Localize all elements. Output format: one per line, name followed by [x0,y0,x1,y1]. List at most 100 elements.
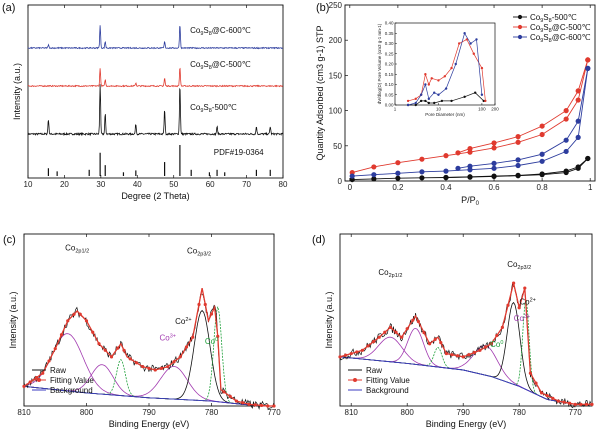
xps-panel-d-fit-line [339,282,592,406]
isotherm-legend-marker [517,14,523,20]
xps-panel-d-x-tick-label: 810 [345,408,359,417]
isotherm-point [467,146,473,152]
xps-panel-c-fit-point [78,312,82,316]
xps-panel-c-fit-point [53,347,57,351]
xps-panel-d-fit-point [472,350,476,355]
xps-panel-d-fit-point [372,339,376,344]
isotherm-point [419,156,425,162]
xps-panel-c-fit-point [272,404,276,408]
xps-panel-d-legend-label: Fitting Value [366,376,410,385]
xps-panel-c-x-tick-label: 810 [17,408,31,417]
isotherm-point [539,158,545,164]
panel-label-b: (b) [316,2,329,14]
xps-panel-c-fit-point [122,348,126,352]
xps-panel-d-fit-point [422,331,426,335]
xps-panel-d-legend-label: Background [366,386,409,395]
inset-point [450,99,453,103]
xps-panel-c: 810 800 790 780 770 Co2p1/2 Co2p3/2 Co2+ Co3+ Co0… [3,233,281,429]
isotherm-point [467,163,473,169]
xps-panel-d: 810 800 790 780 770 Co2p1/2 Co2p3/2 Co2+ Co3+ Co0… [312,233,594,429]
xrd-x-axis-title: Degree (2 Theta) [121,191,189,201]
xps-panel-c-fit-point [97,342,101,346]
xrd-series-line [27,84,284,137]
xps-panel-d-fit-point [556,399,561,403]
xps-panel-c-fit-point [247,402,251,406]
xps-panel-d-fit-point [338,355,342,359]
xps-panel-d-fit-point [383,330,387,334]
isotherm-point [575,118,581,124]
inset-point [433,101,436,105]
xps-panel-c-fit-point [178,355,182,359]
xrd-x-tick-label: 60 [206,180,215,189]
isotherm-desorption-line [457,59,589,154]
xps-panel-c-fit-point [34,376,39,380]
isotherm-point [443,168,449,174]
xrd-y-axis-title: Intensity (a.u.) [12,63,22,120]
xps-panel-c-fit-point [222,390,226,394]
isotherm-point [575,134,581,140]
xps-panel-c-fit-point [116,346,120,350]
xrd-label-co9s8c-500: Co9S8@C-500℃ [190,60,251,71]
isotherm-plot-frame [344,4,596,182]
isotherm-point [563,168,569,174]
inset-y-tick-label: 0.05 [385,92,394,97]
isotherm-x-tick-label: 1 [588,183,593,192]
inset-point [463,95,466,99]
xps-panel-d-y-axis-title: Intensity (a.u.) [324,291,334,348]
xps-panel-c-fit-point [59,333,64,337]
inset-x-tick-label: 100 [478,107,486,112]
xps-panel-c-fit-point [147,366,151,370]
xps-panel-d-fit-point [400,335,404,339]
xps-panel-c-fit-point [159,366,164,370]
inset-point [475,38,478,41]
xps-panel-d-peak-annotation: Co2p1/2 [378,268,402,279]
isotherm-point [491,160,497,166]
xps-panel-c-x-tick-label: 780 [205,408,219,417]
xps-panel-d-fit-point [579,402,583,406]
inset-series-line [408,38,486,102]
xps-panel-d-fit-point [450,353,454,357]
xps-panel-d-x-axis-title: Binding Energy (eV) [426,419,507,429]
xps-panel-c-fit-point [72,312,76,316]
xps-panel-c-fit-point [266,404,270,408]
isotherm-point [585,155,591,162]
isotherm-point [419,169,425,175]
isotherm-point [563,148,569,155]
reference-label: PDF#19-0364 [214,148,264,157]
isotherm-adsorption-line [352,59,589,174]
inset-y-tick-label: 0.20 [385,62,394,67]
xps-panel-d-component-line [339,345,592,405]
xps-panel-d-fit-point [405,327,409,331]
xps-panel-c-fit-point [197,302,201,307]
isotherm-legend-marker [517,24,523,30]
xps-panel-c-fit-point [166,365,170,369]
inset-frame [394,22,496,106]
xps-panel-d-fit-point [517,306,521,310]
inset-point [427,83,431,86]
xps-panel-c-fit-point [259,403,264,408]
inset-point [472,52,475,55]
panel-b: 0 0.2 0.4 0.6 0.8 1050100150200250Co9S8-500℃C… [315,1,596,207]
xrd-x-tick-label: 20 [60,180,69,189]
isotherm-legend-label: Co9S8@C-500℃ [530,23,591,34]
xps-panel-c-x-tick-label: 790 [142,408,156,417]
inset-point [440,99,444,103]
xps-panel-d-fit-point [562,400,566,404]
isotherm-point [575,164,581,170]
xrd-x-tick-label: 70 [242,180,251,189]
xps-panel-d-fit-point [545,394,549,398]
inset-x-tick-label: 1 [394,107,397,112]
isotherm-y-tick-label: 50 [333,142,342,151]
xps-panel-d-frame [339,233,593,407]
isotherm-point [491,145,497,151]
isotherm-point [515,139,521,145]
inset-y-tick-label: 0.15 [385,72,394,77]
xps-panel-c-fit-point [91,330,95,334]
xps-panel-c-fit-point [41,371,45,375]
isotherm-point [585,65,591,71]
xps-panel-c-fit-point [47,359,51,363]
xps-panel-d-fit-point [495,333,499,338]
isotherm-point [563,116,569,122]
inset-point [450,66,453,70]
xps-panel-d-fit-point [416,319,420,324]
